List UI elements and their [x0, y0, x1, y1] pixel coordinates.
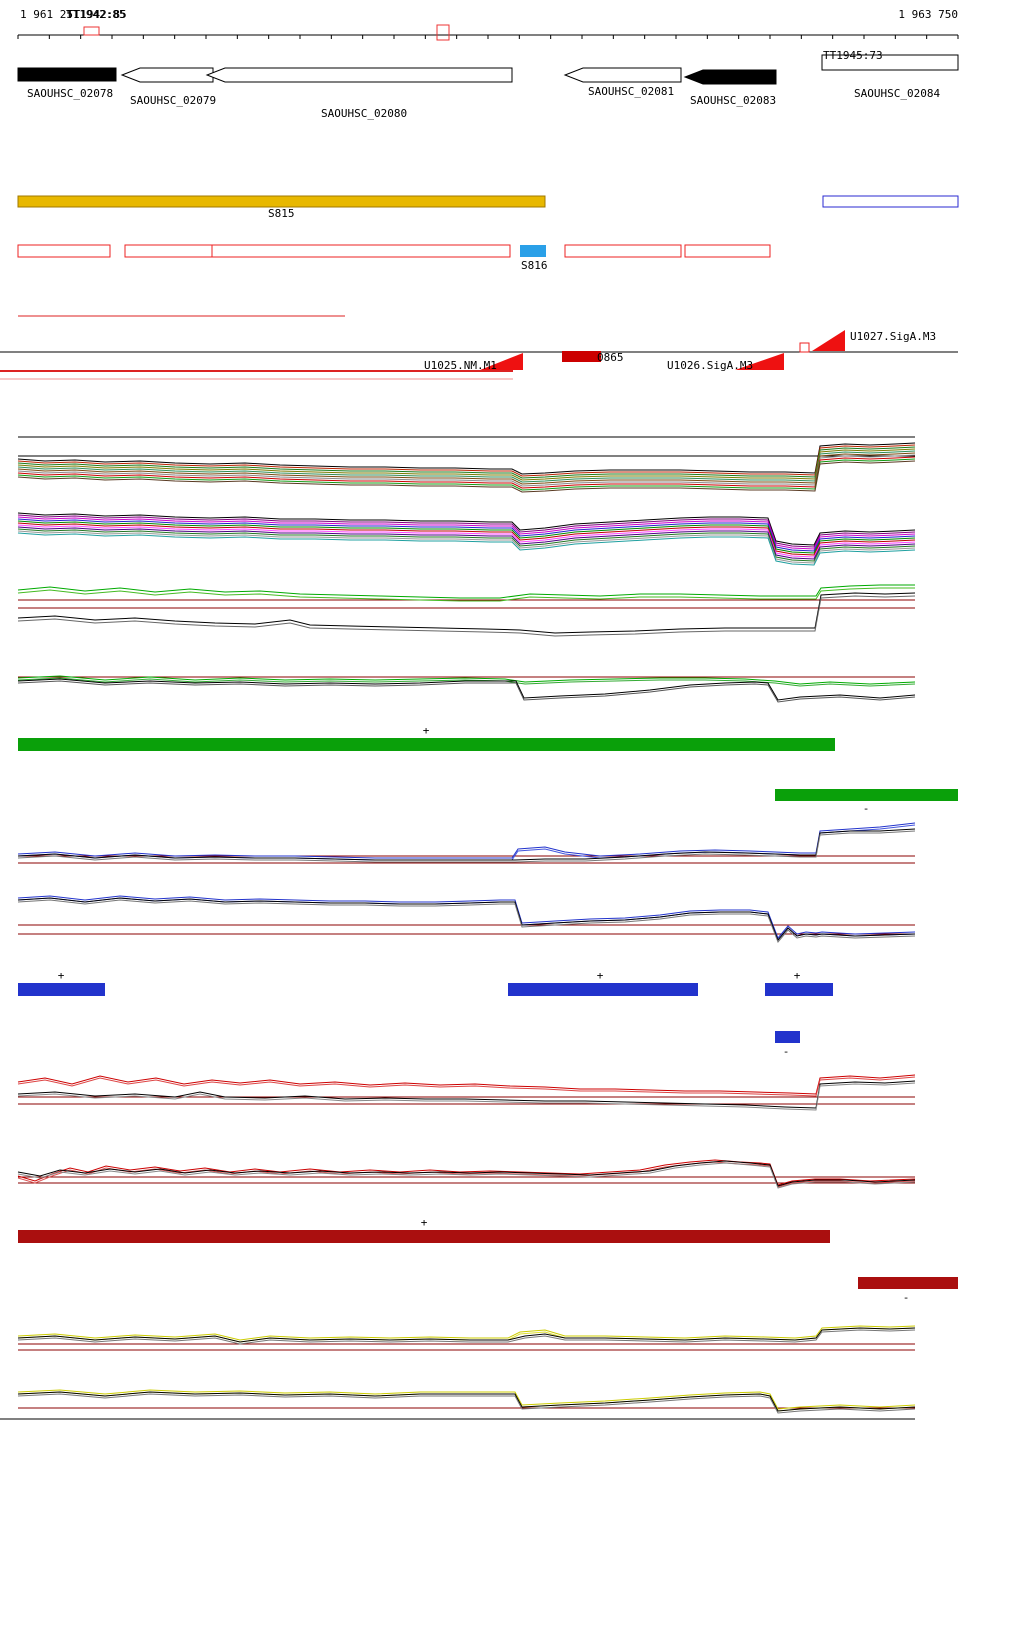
- track-blue-rev-series-0: [17, 895, 916, 939]
- track-blue-rev-series-3: [17, 899, 916, 943]
- ruler-left-coordinate: 1 961 251: [20, 8, 80, 21]
- green-minus-label: -: [863, 802, 870, 815]
- s815-label: S815: [268, 207, 295, 220]
- blue-minus-bar[interactable]: [775, 1031, 800, 1043]
- track-all-rev-series-8: [17, 528, 916, 562]
- red-plus-bar[interactable]: [18, 1230, 830, 1243]
- blue-plus-label-2: +: [597, 969, 604, 982]
- blue-plus-bar-1[interactable]: [18, 983, 105, 996]
- ruler-right-coordinate: 1 963 750: [898, 8, 958, 21]
- track-yellow-rev-series-0: [17, 1389, 916, 1410]
- track-blue-fwd-series-0: [17, 822, 916, 859]
- gene-top-label-SAOUHSC_02084: TT1945:73: [823, 49, 883, 62]
- s816-bar[interactable]: [520, 245, 546, 257]
- gene-label-SAOUHSC_02083: SAOUHSC_02083: [690, 94, 776, 107]
- track-all-rev-series-6: [17, 524, 916, 558]
- track-all-rev-series-1: [17, 514, 916, 548]
- blue-plus-label-3: +: [794, 969, 801, 982]
- track-green-fwd-series-2: [17, 592, 916, 634]
- u1027-label: U1027.SigA.M3: [850, 330, 936, 343]
- track-green-fwd-series-3: [17, 595, 916, 637]
- track-red-fwd-series-3: [17, 1082, 916, 1111]
- track-all-rev-series-4: [17, 520, 916, 554]
- gene-label-SAOUHSC_02079: SAOUHSC_02079: [130, 94, 216, 107]
- green-plus-bar[interactable]: [18, 738, 835, 751]
- track-red-rev-series-0: [17, 1159, 916, 1186]
- green-minus-bar[interactable]: [775, 789, 958, 801]
- gene-SAOUHSC_02081[interactable]: [563, 67, 682, 83]
- u1027-tss-flag[interactable]: [812, 330, 845, 351]
- blue-plus-bar-2[interactable]: [508, 983, 698, 996]
- u1026-label: U1026.SigA.M3: [667, 359, 753, 372]
- s865-bar[interactable]: [562, 351, 601, 362]
- u1026-tss-flag[interactable]: [735, 353, 784, 370]
- red-region-3[interactable]: [564, 244, 682, 258]
- red-minus-label: -: [903, 1291, 910, 1304]
- track-yellow-rev-series-2: [17, 1391, 916, 1412]
- gene-SAOUHSC_02084[interactable]: [821, 54, 959, 71]
- ruler-tss-overlap-label: TT1942:85: [66, 8, 126, 21]
- track-all-rev-series-9: [17, 530, 916, 564]
- track-green-rev-series-2: [17, 678, 916, 701]
- red-minus-bar[interactable]: [858, 1277, 958, 1289]
- track-red-fwd-series-1: [17, 1076, 916, 1097]
- gene-SAOUHSC_02083[interactable]: [683, 69, 777, 85]
- gene-label-SAOUHSC_02078: SAOUHSC_02078: [27, 87, 113, 100]
- track-yellow-fwd-series-0: [17, 1325, 916, 1341]
- s816-label: S816: [521, 259, 548, 272]
- s865-label: 0865: [597, 351, 624, 364]
- blue-plus-bar-3[interactable]: [765, 983, 833, 996]
- red-region-4[interactable]: [684, 244, 771, 258]
- track-all-rev-series-5: [17, 522, 916, 556]
- track-green-rev-series-3: [17, 680, 916, 703]
- track-green-fwd-series-0: [17, 584, 915, 599]
- track-yellow-fwd-series-3: [17, 1329, 916, 1345]
- gene-label-SAOUHSC_02081: SAOUHSC_02081: [588, 85, 674, 98]
- track-green-rev-series-0: [17, 675, 916, 685]
- blue-plus-label-1: +: [58, 969, 65, 982]
- track-all-rev-series-7: [17, 526, 916, 560]
- gene-label-SAOUHSC_02084: SAOUHSC_02084: [854, 87, 940, 100]
- track-red-fwd-series-0: [17, 1074, 916, 1095]
- track-all-rev-series-3: [17, 518, 916, 552]
- gene-label-SAOUHSC_02080: SAOUHSC_02080: [321, 107, 407, 120]
- gene-SAOUHSC_02078[interactable]: [17, 67, 117, 82]
- track-all-rev-series-2: [17, 516, 916, 550]
- blue-minus-label: -: [783, 1045, 790, 1058]
- track-red-fwd-series-2: [17, 1080, 916, 1109]
- u1027-box: [799, 342, 810, 353]
- track-blue-fwd-series-2: [17, 828, 916, 861]
- track-all-rev-series-10: [17, 532, 916, 566]
- ruler-marker-1[interactable]: [83, 26, 100, 36]
- track-blue-rev-series-2: [17, 897, 916, 941]
- gene-SAOUHSC_02079[interactable]: [120, 67, 214, 83]
- blue-outline-region[interactable]: [822, 195, 959, 208]
- track-green-fwd-series-1: [17, 587, 915, 602]
- ruler-marker-2[interactable]: [436, 24, 450, 41]
- red-region-2[interactable]: [124, 244, 511, 258]
- track-all-fwd-series-11: [17, 460, 916, 493]
- track-yellow-rev-series-3: [17, 1393, 916, 1414]
- red-plus-label: +: [421, 1216, 428, 1229]
- track-yellow-fwd-series-2: [17, 1327, 916, 1343]
- green-plus-label: +: [423, 724, 430, 737]
- track-red-rev-series-3: [17, 1162, 916, 1189]
- gene-SAOUHSC_02080[interactable]: [205, 67, 513, 83]
- track-red-rev-series-2: [17, 1160, 916, 1187]
- track-blue-fwd-series-3: [17, 830, 916, 863]
- track-all-rev-series-0: [17, 512, 916, 546]
- u1025-tss-flag[interactable]: [480, 353, 523, 370]
- s815-bar[interactable]: [17, 195, 546, 208]
- red-region-1[interactable]: [17, 244, 111, 258]
- u1025-label: U1025.NM.M1: [424, 359, 497, 372]
